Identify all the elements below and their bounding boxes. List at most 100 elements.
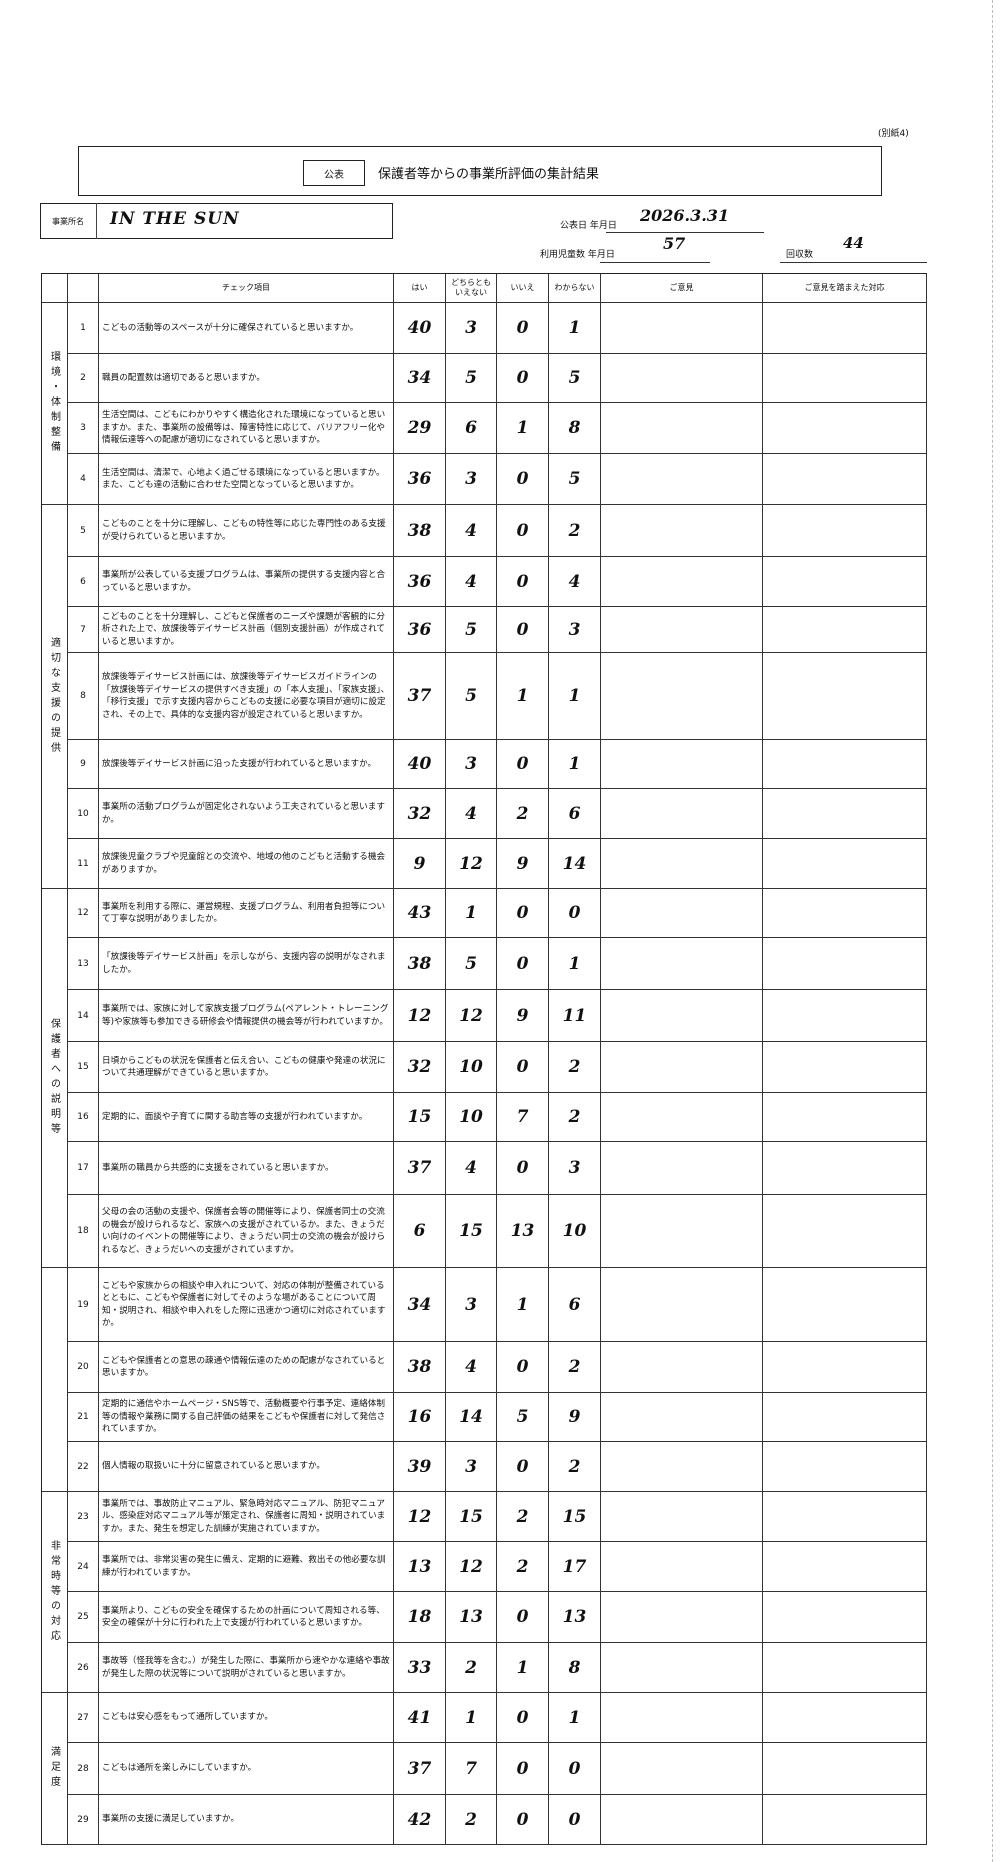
row-question-text: 放課後児童クラブや児童館との交流や、地域の他のこどもと活動する機会がありますか。 xyxy=(102,852,386,875)
row-neither-count: 4 xyxy=(446,505,497,557)
row-no-count-text: 0 xyxy=(516,1456,529,1477)
row-neither-count: 15 xyxy=(446,1492,497,1542)
row-yes-count-text: 34 xyxy=(407,1294,432,1315)
category-label-text: 満足度 xyxy=(48,1746,60,1791)
row-no-count: 9 xyxy=(497,990,549,1042)
row-question: 事業所では、事故防止マニュアル、緊急時対応マニュアル、防犯マニュアル、感染症対応… xyxy=(99,1492,394,1542)
row-neither-count: 4 xyxy=(446,789,497,839)
header-no: いいえ xyxy=(497,273,549,303)
row-number: 6 xyxy=(68,557,99,607)
header-check-item: チェック項目 xyxy=(99,273,394,303)
row-opinions-cell xyxy=(601,1693,763,1743)
category-label: 非常時等の対応 xyxy=(41,1492,68,1693)
row-question-text: 事業所より、こどもの安全を確保するための計画について周知される等、安全の確保が十… xyxy=(102,1605,385,1629)
row-neither-count-text: 12 xyxy=(459,1556,483,1577)
category-label: 環境・体制整備 xyxy=(41,303,68,505)
row-yes-count-text: 43 xyxy=(407,903,432,923)
row-number: 27 xyxy=(68,1693,99,1743)
row-neither-count: 1 xyxy=(446,1693,497,1743)
row-no-count-text: 2 xyxy=(516,1506,529,1527)
row-question: こどものことを十分に理解し、こどもの特性等に応じた専門性のある支援が受けられてい… xyxy=(99,505,394,557)
row-no-count-text: 1 xyxy=(516,1657,529,1678)
row-unknown-count-text: 0 xyxy=(568,903,581,923)
row-no-count-text: 0 xyxy=(516,953,529,974)
row-number-text: 6 xyxy=(80,576,86,587)
row-yes-count-text: 39 xyxy=(407,1456,432,1477)
row-opinions-cell xyxy=(601,1093,763,1142)
row-opinions-cell xyxy=(601,1592,763,1643)
row-number-text: 26 xyxy=(77,1662,89,1673)
row-yes-count: 12 xyxy=(394,990,446,1042)
row-number: 8 xyxy=(68,653,99,740)
row-opinions-cell xyxy=(601,990,763,1042)
row-unknown-count: 2 xyxy=(549,1342,601,1393)
row-unknown-count-text: 2 xyxy=(568,1357,581,1377)
row-question-text: 「放課後等デイサービス計画」を示しながら、支援内容の説明がなされましたか。 xyxy=(102,952,386,975)
row-yes-count-text: 32 xyxy=(407,1057,432,1077)
publication-date: 2026.3.31 xyxy=(640,206,730,225)
row-response-cell xyxy=(763,1093,927,1142)
row-question: 事業所の職員から共感的に支援をされていると思いますか。 xyxy=(99,1142,394,1195)
attachment-label: (別紙4) xyxy=(878,129,909,139)
row-number: 24 xyxy=(68,1542,99,1592)
category-label-text: 適切な支援の提供 xyxy=(48,636,60,757)
row-number-text: 21 xyxy=(77,1412,89,1422)
row-no-count-text: 0 xyxy=(516,1057,529,1077)
row-unknown-count: 6 xyxy=(549,789,601,839)
row-opinions-cell xyxy=(601,1268,763,1342)
row-yes-count: 43 xyxy=(394,889,446,938)
row-opinions-cell xyxy=(601,1042,763,1093)
row-neither-count: 6 xyxy=(446,403,497,454)
row-unknown-count-text: 2 xyxy=(568,1107,581,1127)
row-neither-count-text: 13 xyxy=(459,1607,483,1627)
row-yes-count: 40 xyxy=(394,303,446,354)
row-no-count: 0 xyxy=(497,1743,549,1795)
row-yes-count-text: 18 xyxy=(407,1607,432,1627)
row-question-text: 事業所の活動プログラムが固定化されないよう工夫されていると思いますか。 xyxy=(102,802,385,825)
row-no-count: 2 xyxy=(497,1542,549,1592)
row-neither-count: 3 xyxy=(446,303,497,354)
row-question: 父母の会の活動の支援や、保護者会等の開催等により、保護者同士の交流の機会が設けら… xyxy=(99,1195,394,1268)
row-yes-count-text: 42 xyxy=(407,1809,432,1830)
row-unknown-count: 2 xyxy=(549,505,601,557)
header-number-blank xyxy=(68,273,99,303)
children-count-underline xyxy=(600,262,710,263)
row-neither-count: 1 xyxy=(446,889,497,938)
row-number-text: 24 xyxy=(77,1561,89,1572)
row-yes-count: 18 xyxy=(394,1592,446,1643)
row-opinions-cell xyxy=(601,740,763,789)
row-number-text: 3 xyxy=(80,423,86,433)
row-neither-count-text: 5 xyxy=(465,368,477,388)
row-no-count: 1 xyxy=(497,1643,549,1693)
row-number-text: 22 xyxy=(77,1461,89,1472)
row-number-text: 29 xyxy=(77,1814,89,1825)
row-no-count-text: 0 xyxy=(516,368,529,388)
row-unknown-count-text: 8 xyxy=(568,1657,581,1678)
row-unknown-count: 9 xyxy=(549,1393,601,1442)
row-response-cell xyxy=(763,789,927,839)
row-response-cell xyxy=(763,653,927,740)
row-number-text: 19 xyxy=(77,1299,89,1310)
row-neither-count: 5 xyxy=(446,607,497,653)
responses-underline xyxy=(780,262,927,263)
row-no-count: 0 xyxy=(497,740,549,789)
row-question-text: 放課後等デイサービス計画には、放課後等デイサービスガイドラインの「放課後等デイサ… xyxy=(102,672,390,720)
row-response-cell xyxy=(763,1393,927,1442)
row-question: 生活空間は、こどもにわかりやすく構造化された環境になっていると思いますか。また、… xyxy=(99,403,394,454)
row-no-count-text: 0 xyxy=(516,619,529,640)
header-unknown-text: わからない xyxy=(554,282,595,292)
row-response-cell xyxy=(763,1643,927,1693)
row-no-count-text: 5 xyxy=(516,1407,529,1427)
public-tag: 公表 xyxy=(303,160,365,186)
row-yes-count: 36 xyxy=(394,454,446,505)
row-no-count: 13 xyxy=(497,1195,549,1268)
row-number-text: 11 xyxy=(77,858,89,869)
row-unknown-count-text: 6 xyxy=(568,1294,581,1315)
row-neither-count-text: 2 xyxy=(465,1809,477,1830)
row-unknown-count-text: 8 xyxy=(568,418,581,438)
row-no-count-text: 0 xyxy=(516,1357,529,1377)
row-yes-count-text: 38 xyxy=(407,1357,432,1377)
row-unknown-count: 11 xyxy=(549,990,601,1042)
row-no-count-text: 9 xyxy=(516,1005,529,1026)
row-yes-count-text: 37 xyxy=(407,686,432,706)
